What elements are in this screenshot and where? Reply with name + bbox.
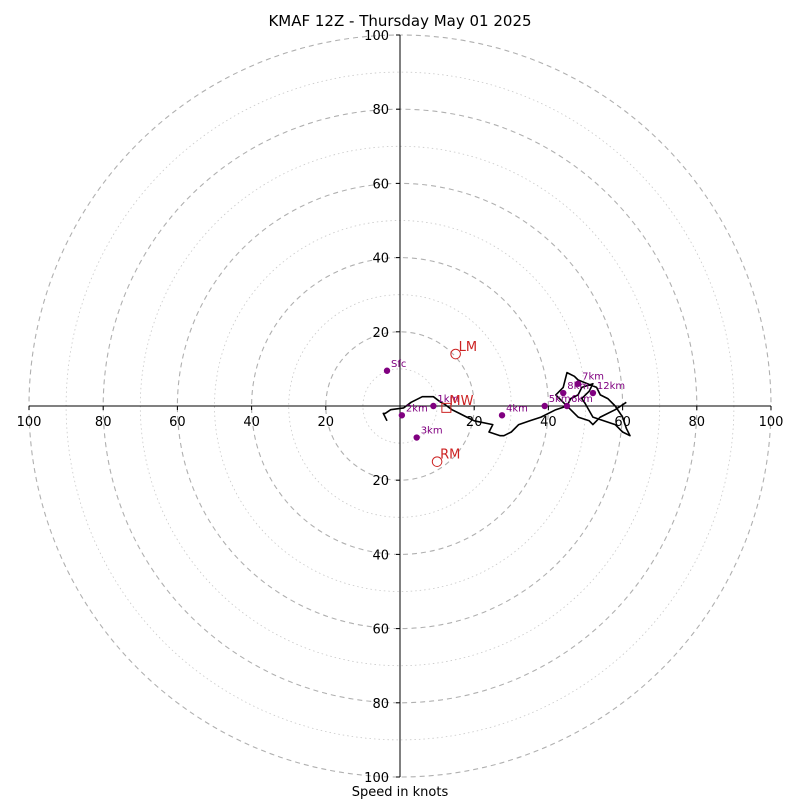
- height-marker: [399, 412, 405, 418]
- height-label: 8km: [567, 381, 589, 392]
- height-label: 3km: [421, 426, 443, 437]
- height-label: Sfc: [391, 359, 406, 370]
- y-tick-label: 20: [372, 326, 389, 341]
- height-marker: [413, 434, 419, 440]
- y-tick-label: 100: [364, 29, 389, 44]
- motion-label: RM: [440, 448, 460, 463]
- height-point-3km: 3km: [413, 426, 442, 441]
- height-label: 2km: [406, 403, 428, 414]
- x-tick-label: 80: [95, 415, 112, 430]
- y-tick-label: 60: [372, 177, 389, 192]
- height-point-sfc: Sfc: [384, 359, 407, 374]
- chart-title: KMAF 12Z - Thursday May 01 2025: [268, 12, 531, 30]
- y-tick-label: 40: [372, 252, 389, 267]
- height-marker: [541, 403, 547, 409]
- height-marker: [560, 390, 566, 396]
- hodograph-chart: KMAF 12Z - Thursday May 01 2025 100 100 80…: [0, 0, 800, 800]
- x-tick-label: 80: [689, 415, 706, 430]
- x-tick-label: 100: [17, 415, 42, 430]
- motion-label: MW: [449, 394, 473, 409]
- height-label: 12km: [597, 381, 625, 392]
- y-tick-label: 80: [372, 697, 389, 712]
- height-label: 6km: [571, 394, 593, 405]
- height-marker: [590, 390, 596, 396]
- motion-label: LM: [459, 340, 477, 355]
- y-tick-label: 40: [372, 548, 389, 563]
- x-tick-label: 20: [318, 415, 335, 430]
- x-tick-label: 60: [169, 415, 186, 430]
- height-marker: [384, 368, 390, 374]
- x-axis-label: Speed in knots: [352, 785, 449, 800]
- y-tick-label: 80: [372, 103, 389, 118]
- y-tick-label: 60: [372, 623, 389, 638]
- height-marker: [499, 412, 505, 418]
- height-marker: [564, 403, 570, 409]
- y-tick-label: 100: [364, 771, 389, 786]
- height-label: 4km: [506, 403, 528, 414]
- x-tick-label: 100: [759, 415, 784, 430]
- height-marker: [430, 403, 436, 409]
- y-tick-label: 20: [372, 474, 389, 489]
- x-tick-label: 40: [243, 415, 260, 430]
- x-tick-label: 40: [540, 415, 557, 430]
- axes: [29, 35, 771, 777]
- height-point-12km: 12km: [590, 381, 625, 396]
- storm-motion-lm: LM: [451, 340, 477, 359]
